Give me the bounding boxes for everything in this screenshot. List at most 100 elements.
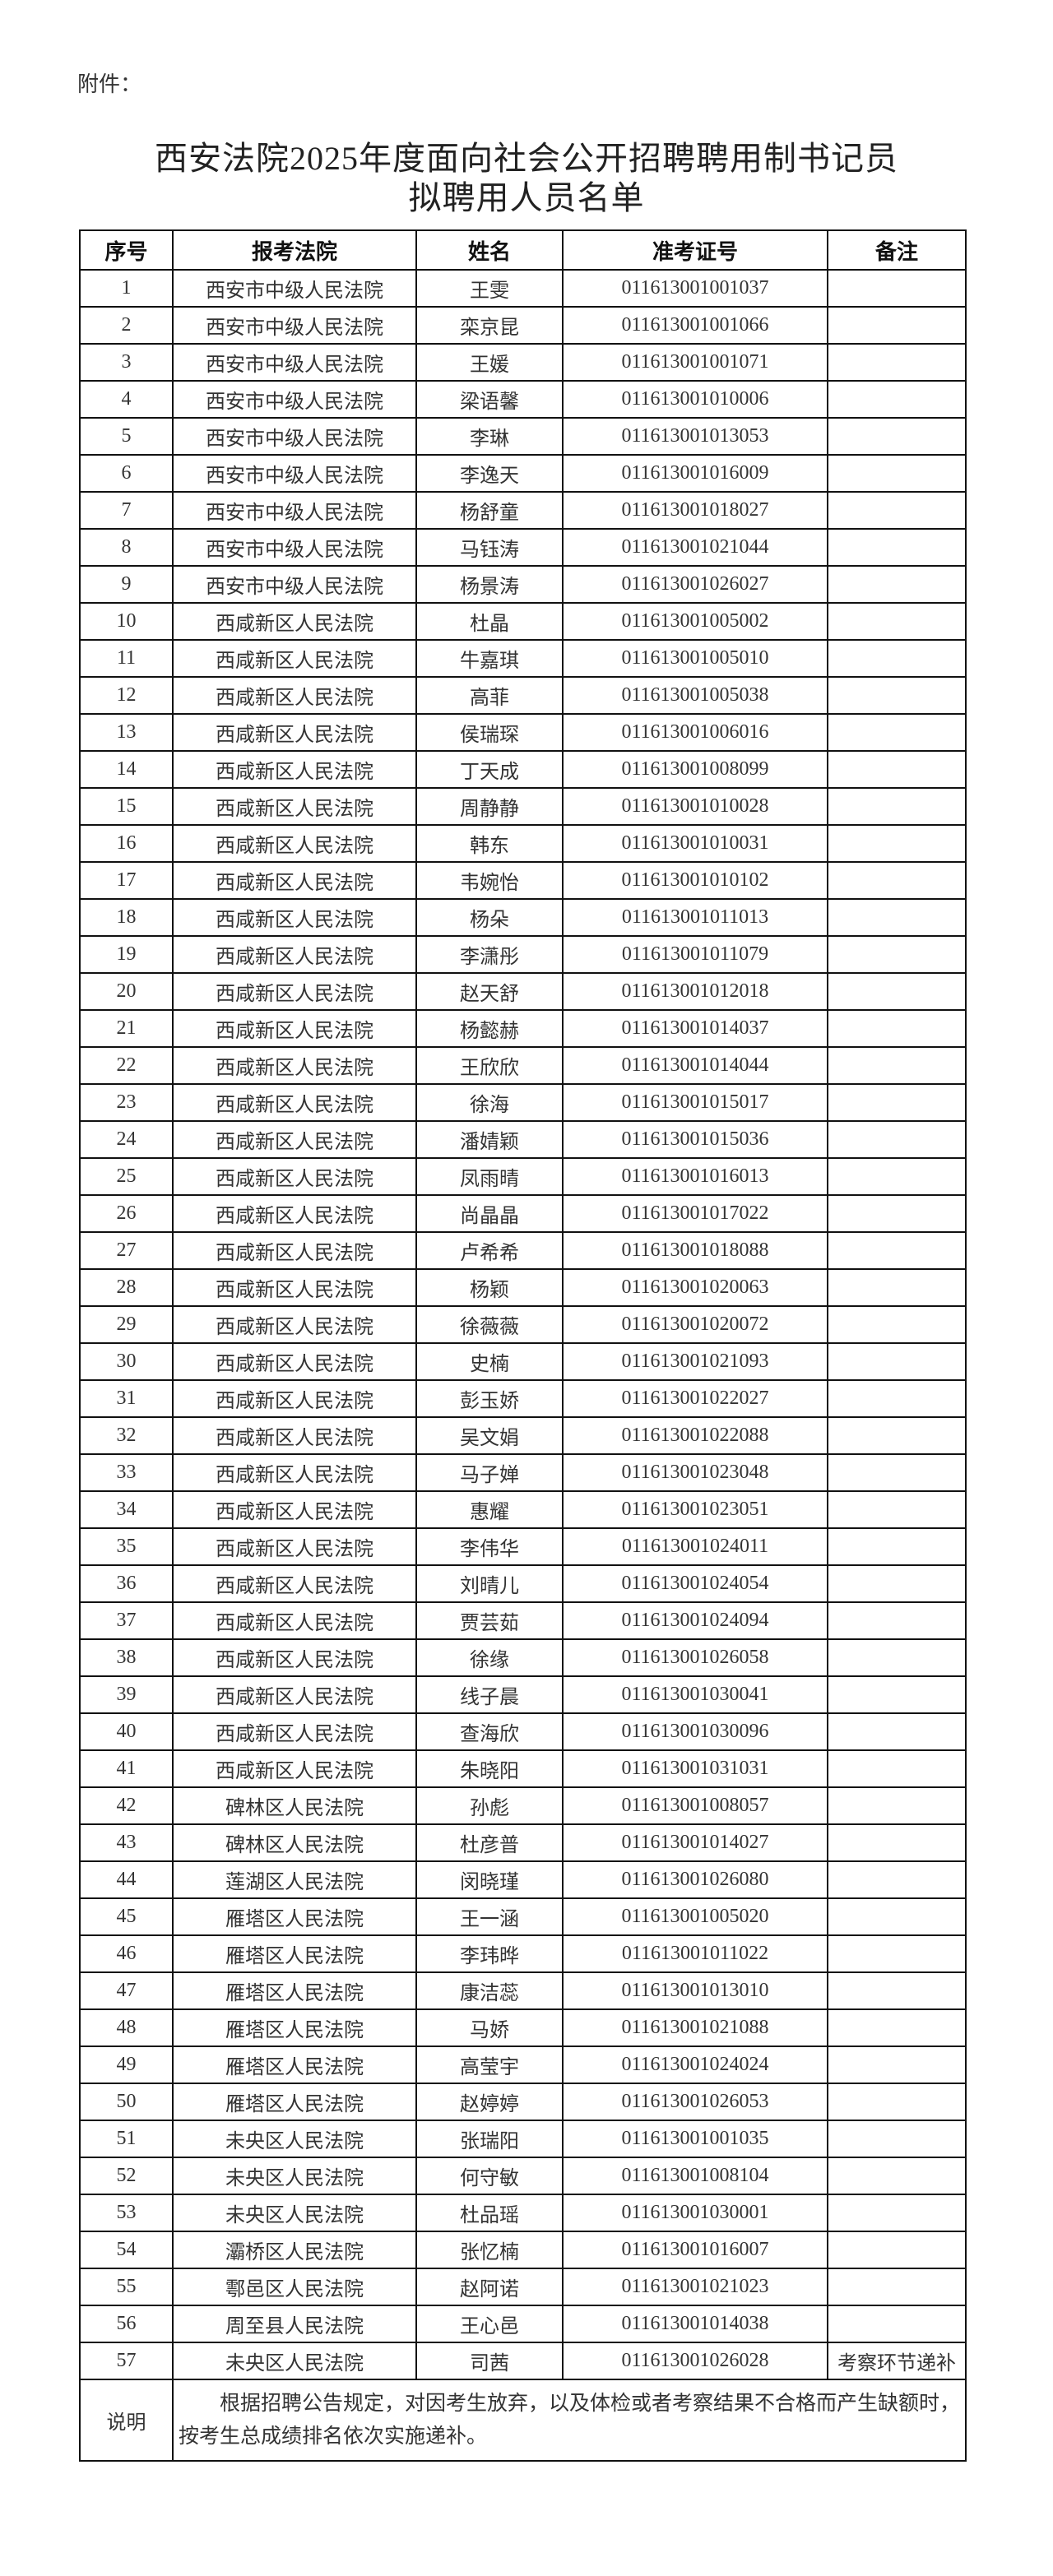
cell-index: 39 <box>79 1675 174 1714</box>
cell-index: 6 <box>79 454 174 493</box>
cell-exam-id: 011613001020063 <box>562 1268 828 1307</box>
cell-index: 21 <box>79 1009 174 1048</box>
cell-remarks <box>827 1638 967 1677</box>
cell-remarks <box>827 2194 967 2232</box>
cell-court: 莲湖区人民法院 <box>172 1860 417 1899</box>
table-row: 27 西咸新区人民法院 卢希希 011613001018088 <box>79 1231 967 1270</box>
cell-court: 西咸新区人民法院 <box>172 1416 417 1455</box>
cell-exam-id: 011613001024024 <box>562 2046 828 2084</box>
header-exam-id: 准考证号 <box>562 229 828 271</box>
table-row: 24 西咸新区人民法院 潘婧颖 011613001015036 <box>79 1120 967 1159</box>
cell-court: 周至县人民法院 <box>172 2305 417 2343</box>
cell-court: 西咸新区人民法院 <box>172 1305 417 1344</box>
table-row: 17 西咸新区人民法院 韦婉怡 011613001010102 <box>79 861 967 900</box>
table-row: 9 西安市中级人民法院 杨景涛 011613001026027 <box>79 565 967 604</box>
table-row: 11 西咸新区人民法院 牛嘉琪 011613001005010 <box>79 639 967 678</box>
cell-court: 西咸新区人民法院 <box>172 1453 417 1492</box>
cell-remarks <box>827 1712 967 1751</box>
cell-court: 灞桥区人民法院 <box>172 2231 417 2269</box>
cell-index: 25 <box>79 1157 174 1196</box>
cell-court: 西咸新区人民法院 <box>172 1009 417 1048</box>
cell-name: 徐缘 <box>415 1638 564 1677</box>
cell-index: 34 <box>79 1490 174 1529</box>
cell-exam-id: 011613001005002 <box>562 602 828 641</box>
cell-index: 42 <box>79 1786 174 1825</box>
cell-index: 57 <box>79 2342 174 2380</box>
cell-remarks <box>827 1083 967 1122</box>
cell-index: 12 <box>79 676 174 715</box>
cell-name: 贾芸茹 <box>415 1601 564 1640</box>
cell-name: 徐海 <box>415 1083 564 1122</box>
cell-name: 赵天舒 <box>415 972 564 1011</box>
cell-remarks <box>827 1675 967 1714</box>
cell-name: 高菲 <box>415 676 564 715</box>
cell-exam-id: 011613001005020 <box>562 1897 828 1936</box>
header-court: 报考法院 <box>172 229 417 271</box>
cell-court: 西咸新区人民法院 <box>172 1379 417 1418</box>
cell-name: 杨朵 <box>415 898 564 937</box>
cell-index: 8 <box>79 528 174 567</box>
table-row: 43 碑林区人民法院 杜彦普 011613001014027 <box>79 1823 967 1862</box>
cell-exam-id: 011613001026053 <box>562 2083 828 2121</box>
table-row: 3 西安市中级人民法院 王媛 011613001001071 <box>79 343 967 382</box>
cell-name: 李伟华 <box>415 1527 564 1566</box>
cell-name: 杨懿赫 <box>415 1009 564 1048</box>
cell-exam-id: 011613001001066 <box>562 306 828 345</box>
table-row: 32 西咸新区人民法院 吴文娟 011613001022088 <box>79 1416 967 1455</box>
cell-exam-id: 011613001008099 <box>562 750 828 789</box>
table-row: 44 莲湖区人民法院 闵晓瑾 011613001026080 <box>79 1860 967 1899</box>
cell-name: 尚晶晶 <box>415 1194 564 1233</box>
table-row: 2 西安市中级人民法院 栾京昆 011613001001066 <box>79 306 967 345</box>
table-row: 21 西咸新区人民法院 杨懿赫 011613001014037 <box>79 1009 967 1048</box>
cell-remarks <box>827 1416 967 1455</box>
cell-remarks <box>827 750 967 789</box>
table-row: 49 雁塔区人民法院 高莹宇 011613001024024 <box>79 2046 967 2084</box>
cell-exam-id: 011613001023048 <box>562 1453 828 1492</box>
cell-index: 41 <box>79 1749 174 1788</box>
table-row: 54 灞桥区人民法院 张忆楠 011613001016007 <box>79 2231 967 2269</box>
table-row: 16 西咸新区人民法院 韩东 011613001010031 <box>79 824 967 863</box>
table-row: 36 西咸新区人民法院 刘晴儿 011613001024054 <box>79 1564 967 1603</box>
cell-remarks <box>827 1231 967 1270</box>
cell-index: 56 <box>79 2305 174 2343</box>
cell-index: 50 <box>79 2083 174 2121</box>
cell-court: 雁塔区人民法院 <box>172 1897 417 1936</box>
cell-exam-id: 011613001008104 <box>562 2157 828 2195</box>
cell-name: 杜品瑶 <box>415 2194 564 2232</box>
table-row: 53 未央区人民法院 杜品瑶 011613001030001 <box>79 2194 967 2232</box>
cell-name: 彭玉娇 <box>415 1379 564 1418</box>
cell-index: 1 <box>79 269 174 308</box>
table-row: 25 西咸新区人民法院 凤雨晴 011613001016013 <box>79 1157 967 1196</box>
cell-exam-id: 011613001013010 <box>562 1971 828 2010</box>
cell-exam-id: 011613001011022 <box>562 1934 828 1973</box>
cell-name: 马钰涛 <box>415 528 564 567</box>
cell-exam-id: 011613001022027 <box>562 1379 828 1418</box>
cell-remarks <box>827 1527 967 1566</box>
cell-court: 碑林区人民法院 <box>172 1823 417 1862</box>
table-row: 46 雁塔区人民法院 李玮晔 011613001011022 <box>79 1934 967 1973</box>
cell-remarks <box>827 602 967 641</box>
header-remarks: 备注 <box>827 229 967 271</box>
cell-remarks <box>827 1749 967 1788</box>
table-row: 18 西咸新区人民法院 杨朵 011613001011013 <box>79 898 967 937</box>
table-row: 51 未央区人民法院 张瑞阳 011613001001035 <box>79 2120 967 2158</box>
cell-court: 西咸新区人民法院 <box>172 1749 417 1788</box>
cell-court: 碑林区人民法院 <box>172 1786 417 1825</box>
cell-index: 47 <box>79 1971 174 2010</box>
table-row: 40 西咸新区人民法院 查海欣 011613001030096 <box>79 1712 967 1751</box>
cell-court: 西咸新区人民法院 <box>172 1046 417 1085</box>
cell-index: 28 <box>79 1268 174 1307</box>
cell-remarks <box>827 454 967 493</box>
cell-index: 27 <box>79 1231 174 1270</box>
table-row: 22 西咸新区人民法院 王欣欣 011613001014044 <box>79 1046 967 1085</box>
cell-name: 王雯 <box>415 269 564 308</box>
cell-court: 雁塔区人民法院 <box>172 1934 417 1973</box>
cell-exam-id: 011613001026080 <box>562 1860 828 1899</box>
table-row: 37 西咸新区人民法院 贾芸茹 011613001024094 <box>79 1601 967 1640</box>
cell-name: 周静静 <box>415 787 564 826</box>
table-row: 10 西咸新区人民法院 杜晶 011613001005002 <box>79 602 967 641</box>
cell-court: 西安市中级人民法院 <box>172 269 417 308</box>
table-row: 42 碑林区人民法院 孙彪 011613001008057 <box>79 1786 967 1825</box>
cell-exam-id: 011613001005038 <box>562 676 828 715</box>
cell-name: 刘晴儿 <box>415 1564 564 1603</box>
